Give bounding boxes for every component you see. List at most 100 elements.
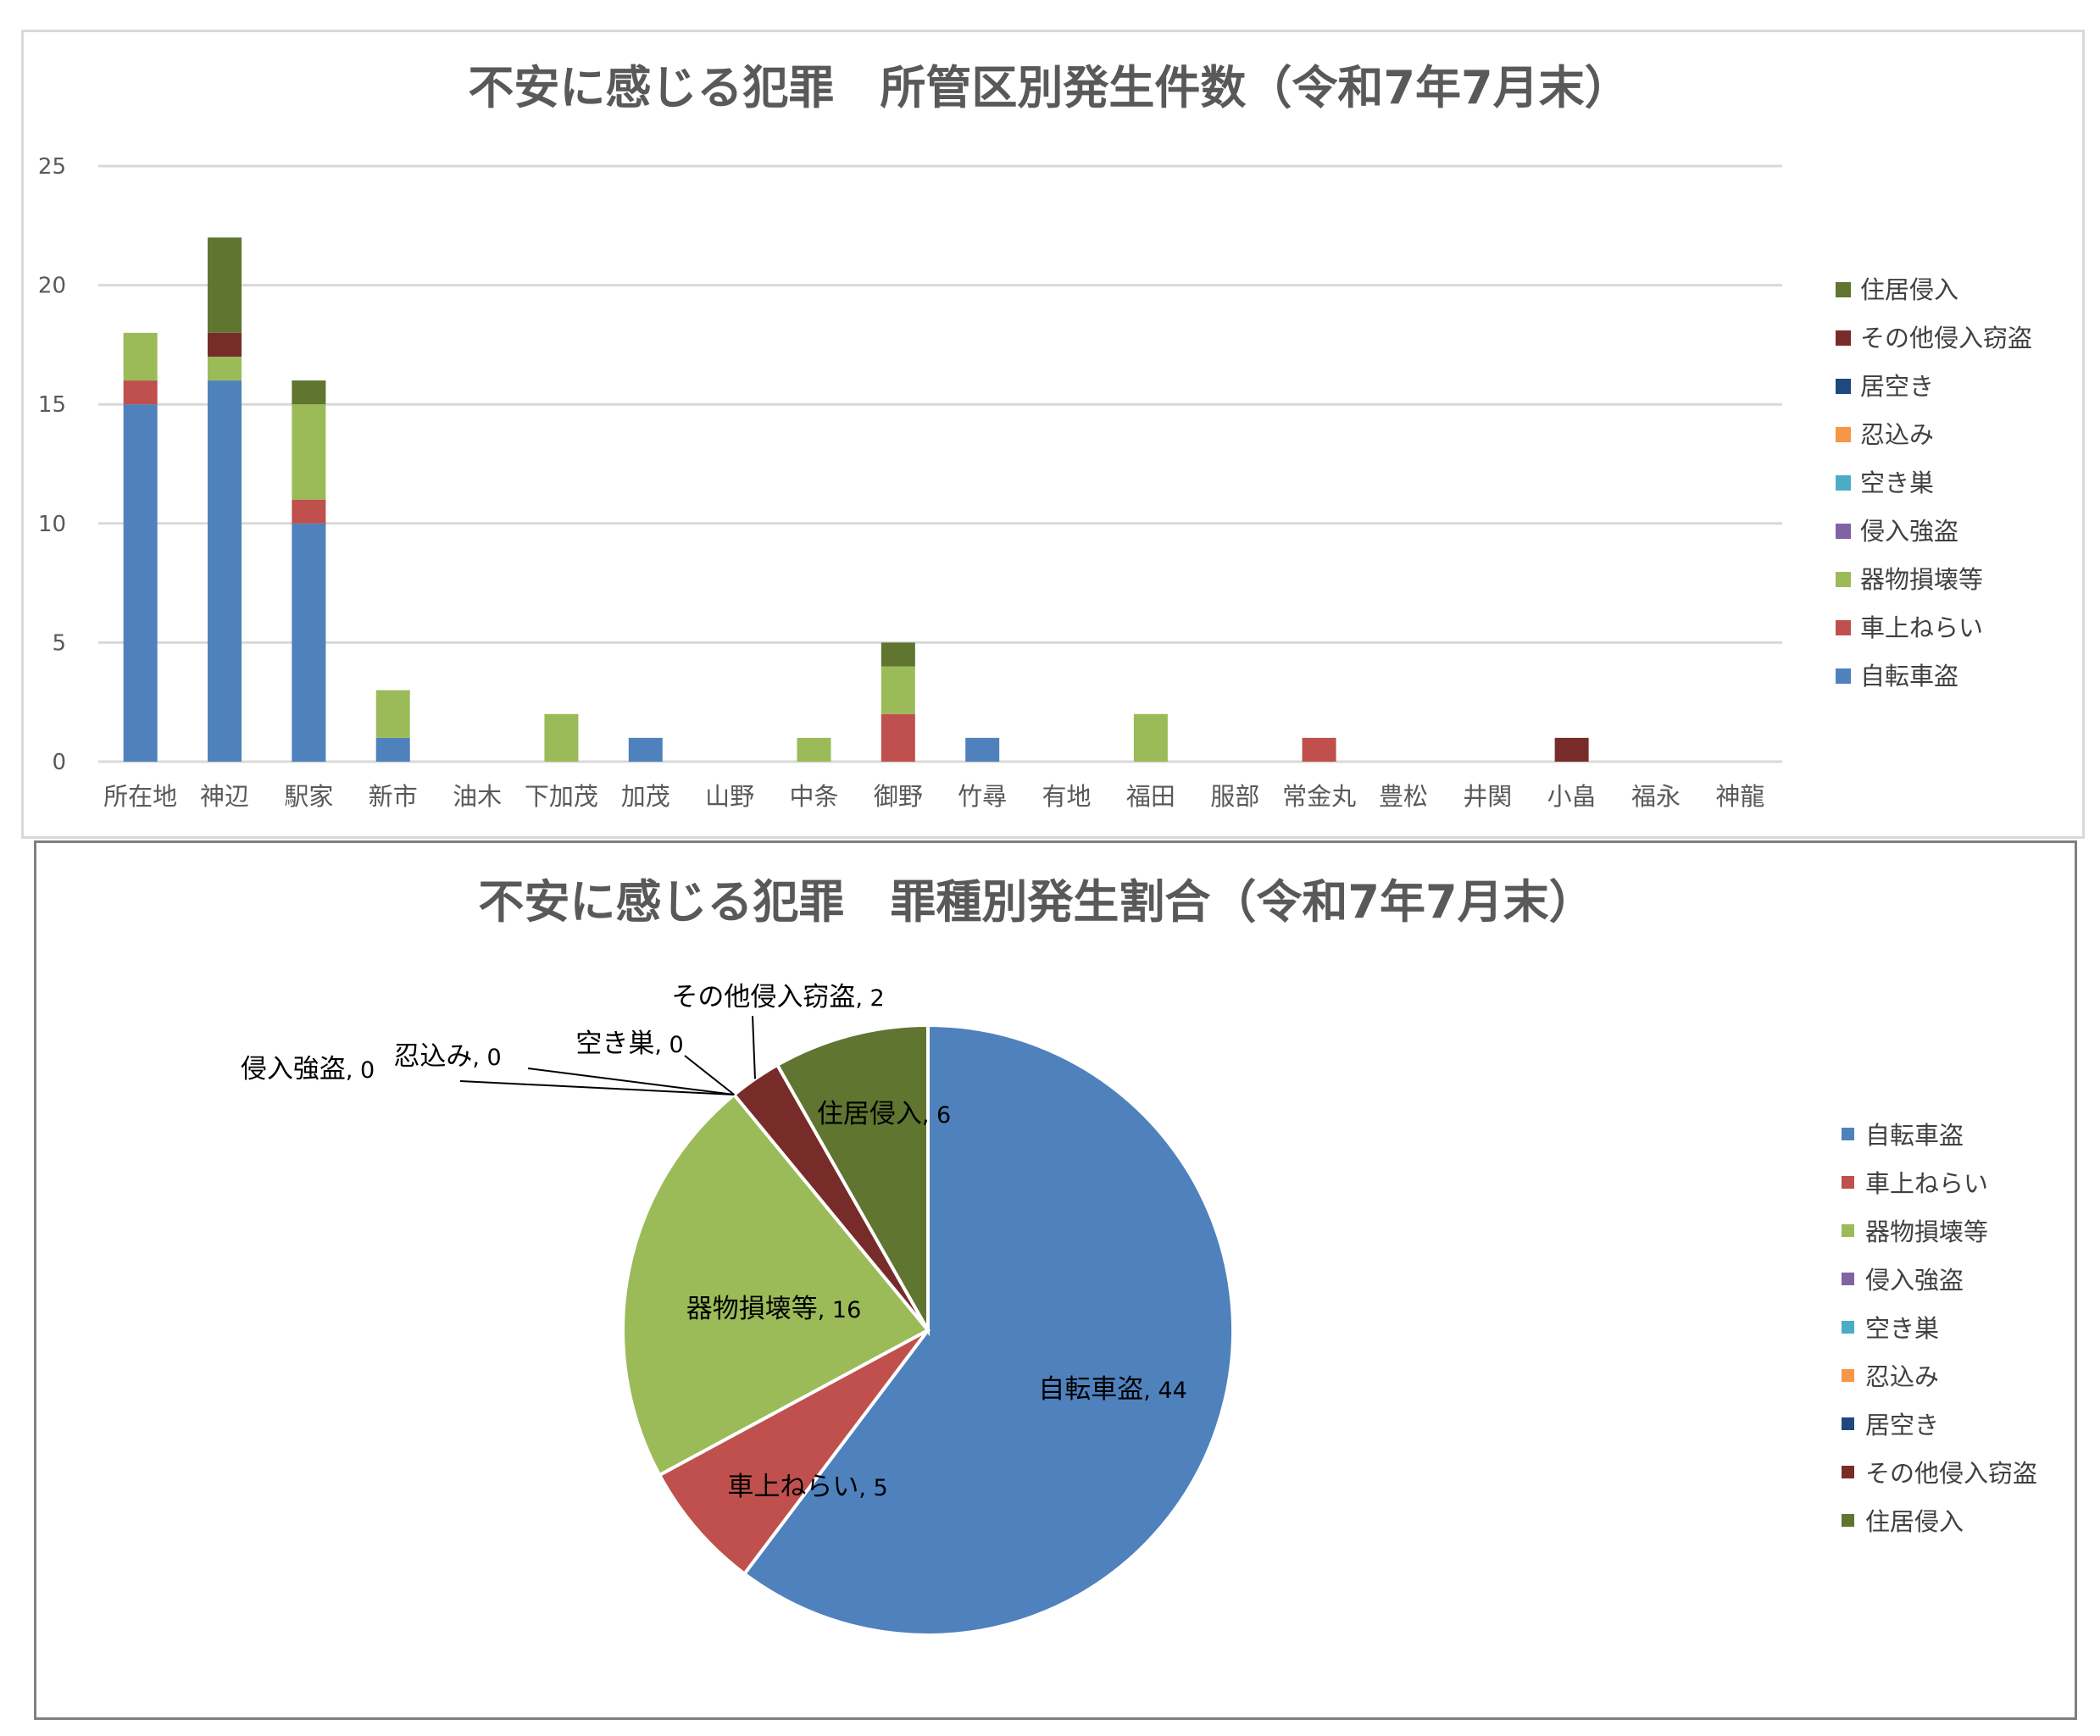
legend-label: 空き巣 bbox=[1860, 469, 1934, 497]
legend-label: 器物損壊等 bbox=[1865, 1217, 1988, 1246]
legend-swatch bbox=[1836, 427, 1851, 442]
x-tick-label: 下加茂 bbox=[525, 782, 598, 811]
pie-data-label: 空き巣, 0 bbox=[575, 1029, 683, 1059]
leader-line bbox=[684, 1055, 735, 1095]
y-tick-label: 20 bbox=[38, 274, 66, 299]
x-tick-label: 中条 bbox=[789, 782, 838, 811]
pie-data-labels: 自転車盗, 44 車上ねらい, 5 器物損壊等, 16 侵入強盗, 0 空き巣, 0 忍込… bbox=[241, 982, 1187, 1502]
x-tick-label: 神辺 bbox=[200, 782, 249, 811]
x-tick-label: 福永 bbox=[1631, 782, 1681, 811]
legend-label: 住居侵入 bbox=[1865, 1507, 1964, 1536]
x-tick-label: 井関 bbox=[1463, 782, 1512, 811]
bar-segment bbox=[544, 713, 579, 762]
pie-data-label: その他侵入窃盗, 2 bbox=[671, 982, 884, 1012]
legend-swatch bbox=[1842, 1514, 1854, 1527]
legend-label: 忍込み bbox=[1860, 420, 1934, 449]
pie-data-label: 車上ねらい, 5 bbox=[727, 1472, 887, 1502]
pie-slices bbox=[621, 1023, 1235, 1637]
y-tick-label: 5 bbox=[52, 630, 66, 656]
pie-chart: 不安に感じる犯罪 罪種別発生割合（令和7年7月末） 自転車盗, 44 車上ねらい,… bbox=[241, 875, 2037, 1637]
y-tick-label: 10 bbox=[38, 512, 66, 537]
x-tick-label: 御野 bbox=[874, 782, 923, 811]
legend-label: 自転車盗 bbox=[1865, 1121, 1964, 1150]
bar-segment bbox=[1133, 713, 1168, 762]
pie-slice bbox=[742, 1023, 1235, 1637]
leader-line bbox=[752, 1015, 756, 1079]
x-tick-label: 加茂 bbox=[621, 782, 670, 811]
bar-chart: 不安に感じる犯罪 所管区別発生件数（令和7年7月末） 0 5 10 15 20 25 所在地… bbox=[38, 61, 2032, 811]
legend-swatch bbox=[1836, 475, 1851, 491]
y-tick-label: 15 bbox=[38, 392, 66, 418]
legend-label: 居空き bbox=[1860, 372, 1934, 401]
pie-chart-title: 不安に感じる犯罪 罪種別発生割合（令和7年7月末） bbox=[478, 875, 1594, 929]
x-tick-label: 油木 bbox=[453, 782, 502, 811]
y-gridlines bbox=[98, 164, 1782, 763]
legend-swatch bbox=[1842, 1369, 1854, 1382]
bar-segment bbox=[292, 523, 326, 762]
bar-segment bbox=[628, 737, 663, 762]
pie-chart-panel: 不安に感じる犯罪 罪種別発生割合（令和7年7月末） 自転車盗, 44 車上ねらい,… bbox=[34, 840, 2077, 1720]
pie-data-label: 自転車盗, 44 bbox=[1038, 1374, 1187, 1405]
bar-segment bbox=[292, 499, 326, 524]
x-tick-label: 山野 bbox=[705, 782, 754, 811]
pie-data-label: 忍込み, 0 bbox=[393, 1041, 501, 1072]
legend-label: 自転車盗 bbox=[1860, 662, 1958, 691]
bar-segment bbox=[208, 332, 242, 357]
legend-label: 居空き bbox=[1865, 1411, 1939, 1439]
legend-label: 器物損壊等 bbox=[1860, 565, 1983, 594]
x-tick-label: 豊松 bbox=[1379, 782, 1428, 811]
bar-segment bbox=[965, 737, 1000, 762]
legend-swatch bbox=[1842, 1224, 1854, 1237]
x-tick-label: 神龍 bbox=[1715, 782, 1764, 811]
x-tick-label: 竹尋 bbox=[958, 782, 1007, 811]
x-tick-label: 有地 bbox=[1042, 782, 1092, 811]
pie-slice bbox=[657, 1328, 930, 1577]
legend-swatch bbox=[1836, 330, 1851, 346]
legend-swatch bbox=[1842, 1466, 1854, 1478]
pie-data-label: 侵入強盗, 0 bbox=[241, 1054, 375, 1084]
leader-line bbox=[459, 1080, 735, 1096]
bar-segment bbox=[375, 737, 410, 762]
legend-label: 侵入強盗 bbox=[1860, 517, 1958, 546]
legend-swatch bbox=[1836, 524, 1851, 539]
bar-segment bbox=[292, 404, 326, 500]
bar-segment bbox=[881, 713, 915, 762]
bar-segment bbox=[123, 380, 158, 405]
bar-segment bbox=[1554, 737, 1589, 762]
legend-swatch bbox=[1842, 1176, 1854, 1189]
legend-swatch bbox=[1842, 1128, 1854, 1140]
legend-swatch bbox=[1842, 1273, 1854, 1285]
legend-label: 空き巣 bbox=[1865, 1314, 1939, 1343]
legend-swatch bbox=[1836, 282, 1851, 297]
legend-swatch bbox=[1836, 572, 1851, 587]
x-tick-label: 新市 bbox=[369, 782, 418, 811]
x-tick-label: 所在地 bbox=[103, 782, 177, 811]
x-tick-label: 福田 bbox=[1126, 782, 1175, 811]
y-tick-label: 0 bbox=[52, 750, 66, 775]
bar-segment bbox=[881, 666, 915, 714]
legend-label: 侵入強盗 bbox=[1865, 1266, 1964, 1295]
bar-segment bbox=[881, 642, 915, 667]
bar-chart-panel: 不安に感じる犯罪 所管区別発生件数（令和7年7月末） 0 5 10 15 20 25 所在地… bbox=[21, 30, 2085, 839]
y-tick-label: 25 bbox=[38, 154, 66, 180]
pie-slice bbox=[775, 1023, 930, 1337]
bar-segment bbox=[123, 404, 158, 762]
bar-segment bbox=[375, 690, 410, 738]
x-tick-label: 小畠 bbox=[1547, 782, 1597, 811]
x-tick-label: 服部 bbox=[1210, 782, 1259, 811]
bar-segment bbox=[1302, 737, 1336, 762]
legend-swatch bbox=[1836, 620, 1851, 635]
bars bbox=[123, 237, 1589, 762]
legend-swatch bbox=[1842, 1417, 1854, 1430]
legend-swatch bbox=[1836, 379, 1851, 394]
bar-segment bbox=[208, 356, 242, 381]
legend-swatch bbox=[1836, 668, 1851, 684]
legend-label: その他侵入窃盗 bbox=[1860, 324, 2032, 352]
x-tick-label: 駅家 bbox=[284, 782, 333, 811]
bar-segment bbox=[123, 332, 158, 381]
bar-chart-title: 不安に感じる犯罪 所管区別発生件数（令和7年7月末） bbox=[468, 61, 1630, 114]
bar-segment bbox=[292, 380, 326, 405]
pie-slice bbox=[621, 1092, 931, 1478]
x-tick-label: 常金丸 bbox=[1282, 782, 1356, 811]
